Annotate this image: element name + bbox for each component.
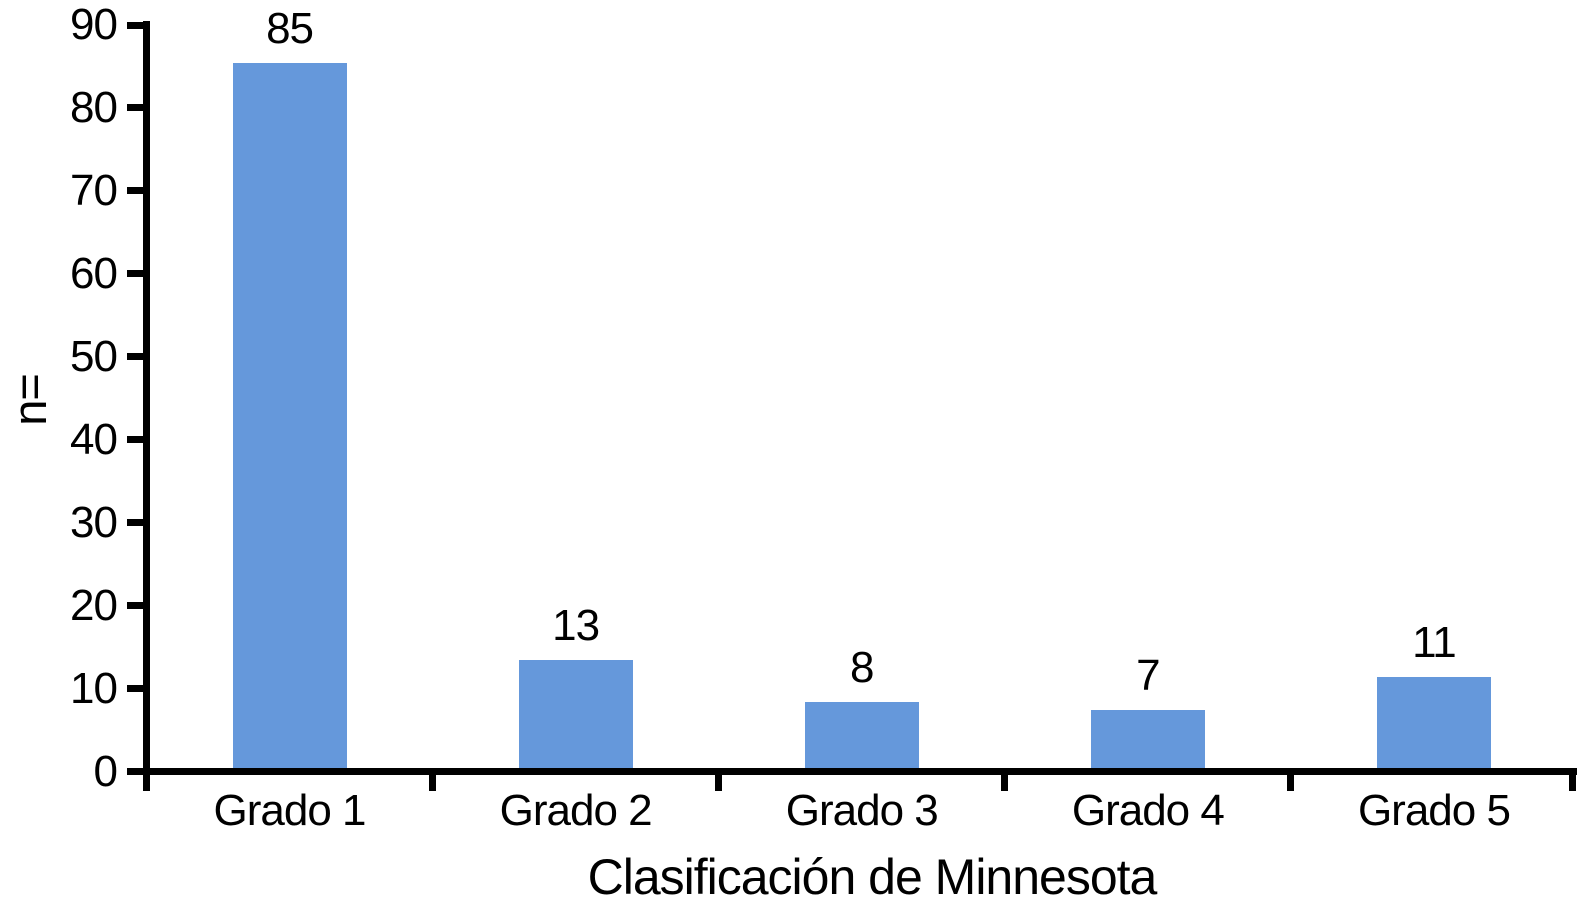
x-category-label: Grado 5 — [1357, 786, 1511, 835]
y-tick — [127, 519, 143, 527]
y-tick-label: 80 — [70, 82, 118, 132]
bar — [518, 660, 633, 768]
y-tick-label: 40 — [70, 414, 118, 464]
y-tick-label: 70 — [70, 165, 118, 215]
bar-value-label: 8 — [850, 642, 874, 692]
y-tick-label: 30 — [70, 497, 118, 547]
x-category-label: Grado 3 — [785, 786, 939, 835]
bar-value-label: 11 — [1412, 617, 1457, 667]
bar — [1376, 676, 1491, 768]
bar-value-label: 85 — [266, 3, 314, 53]
y-tick — [127, 270, 143, 278]
y-tick — [127, 768, 143, 775]
x-category-label: Grado 2 — [499, 786, 653, 835]
y-tick — [127, 21, 143, 29]
y-tick — [127, 602, 143, 610]
y-tick-label: 10 — [70, 663, 118, 713]
bar — [804, 701, 919, 768]
bar — [1090, 709, 1205, 768]
x-tick — [1287, 775, 1295, 791]
x-tick — [1569, 775, 1576, 791]
x-tick — [715, 775, 723, 791]
x-tick — [429, 775, 437, 791]
y-tick-label: 60 — [70, 248, 118, 298]
x-category-label: Grado 4 — [1071, 786, 1225, 835]
y-tick — [127, 436, 143, 444]
y-tick-label: 0 — [93, 746, 118, 796]
y-tick-label: 90 — [70, 0, 118, 49]
y-tick — [127, 187, 143, 195]
y-tick — [127, 353, 143, 361]
x-axis-title: Clasificación de Minnesota — [587, 849, 1158, 905]
x-axis-line — [143, 768, 1577, 775]
bar — [232, 62, 347, 768]
y-tick — [127, 685, 143, 693]
y-tick-label: 50 — [70, 331, 118, 381]
y-tick — [127, 104, 143, 112]
y-tick-label: 20 — [70, 580, 118, 630]
y-axis-line — [143, 21, 150, 791]
bar-value-label: 7 — [1136, 650, 1160, 700]
bar-value-label: 13 — [552, 601, 600, 651]
x-tick — [1001, 775, 1009, 791]
x-category-label: Grado 1 — [213, 786, 367, 835]
